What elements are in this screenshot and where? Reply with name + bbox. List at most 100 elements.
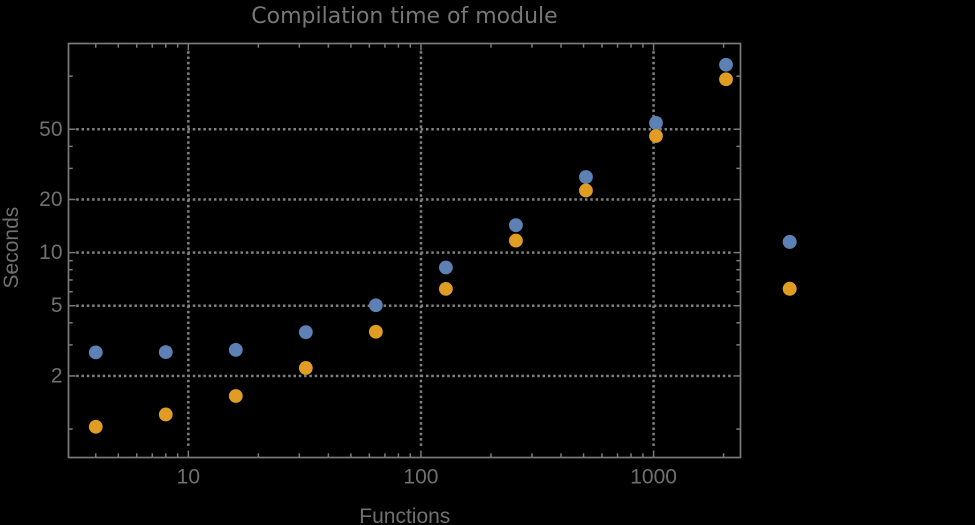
grid-dot [187,215,190,218]
grid-dot [675,374,678,378]
grid-dot [652,305,655,309]
grid-dot [399,198,402,201]
grid-dot [652,67,655,70]
grid-dot [616,374,620,378]
grid-dot [664,198,667,201]
grid-dot [229,198,233,201]
grid-dot [652,88,655,91]
grid-dot [198,198,201,201]
grid-dot [579,198,583,201]
grid-dot [585,304,588,307]
grid-dot [373,128,376,131]
grid-dot [659,374,662,378]
grid-dot [691,198,694,201]
grid-dot [219,304,222,307]
grid-dot [547,198,551,201]
grid-dot [419,379,423,383]
grid-dot [426,251,429,254]
grid-dot [457,374,461,378]
grid-dot [362,304,365,307]
grid-dot [161,128,164,131]
grid-dot [267,198,270,201]
grid-dot [388,251,392,254]
grid-dot [341,374,344,378]
grid-dot [139,304,143,307]
grid-dot [277,251,281,254]
data-point [438,281,453,296]
grid-dot [652,369,655,372]
grid-dot [500,128,503,131]
grid-dot [419,136,423,139]
grid-dot [81,304,84,307]
grid-dot [134,374,137,378]
grid-dot [357,128,360,131]
grid-dot [447,374,450,378]
grid-dot [187,162,190,165]
data-point [649,116,663,130]
grid-dot [187,401,190,404]
grid-dot [526,128,530,131]
grid-dot [526,304,530,307]
grid-dot [569,128,572,131]
grid-dot [203,374,206,378]
grid-dot [293,374,296,378]
grid-dot [97,251,100,254]
grid-dot [76,128,79,131]
grid-dot [187,332,190,335]
grid-dot [532,128,535,131]
grid-dot [309,198,312,201]
grid-dot [632,198,636,201]
grid-dot [187,279,190,282]
grid-dot [652,390,655,393]
grid-dot [415,198,418,201]
grid-dot [335,304,339,307]
data-point [649,129,663,143]
data-point [579,183,593,198]
grid-dot [139,128,143,131]
grid-dot [431,198,434,201]
grid-dot [447,251,450,254]
grid-dot [187,263,190,266]
grid-dot [187,379,190,383]
grid-dot [669,198,673,201]
grid-dot [288,198,291,201]
grid-dot [473,374,477,378]
grid-dot [696,128,699,131]
grid-dot [419,130,423,134]
grid-dot [187,374,190,378]
grid-dot [696,251,699,254]
grid-dot [182,198,185,201]
grid-dot [394,128,397,131]
grid-dot [150,374,153,378]
grid-dot [298,251,302,254]
grid-dot [203,198,206,201]
grid-dot [198,251,201,254]
grid-dot [102,128,106,131]
grid-dot [638,251,641,254]
grid-dot [606,251,609,254]
grid-dot [701,251,705,254]
grid-dot [288,374,291,378]
grid-dot [362,374,365,378]
grid-dot [441,128,445,131]
grid-dot [367,128,371,131]
grid-dot [187,395,190,399]
grid-dot [652,194,655,197]
grid-dot [516,198,519,201]
grid-dot [542,304,546,307]
grid-dot [187,422,190,425]
grid-dot [304,198,307,201]
grid-dot [203,128,206,131]
grid-dot [457,251,461,254]
grid-dot [166,251,169,254]
grid-dot [341,251,344,254]
grid-dot [419,316,423,319]
grid-dot [526,374,530,378]
grid-dot [643,128,646,131]
grid-dot [532,374,535,378]
y-tick-label: 50 [39,118,62,141]
grid-dot [680,198,683,201]
grid-dot [357,304,360,307]
